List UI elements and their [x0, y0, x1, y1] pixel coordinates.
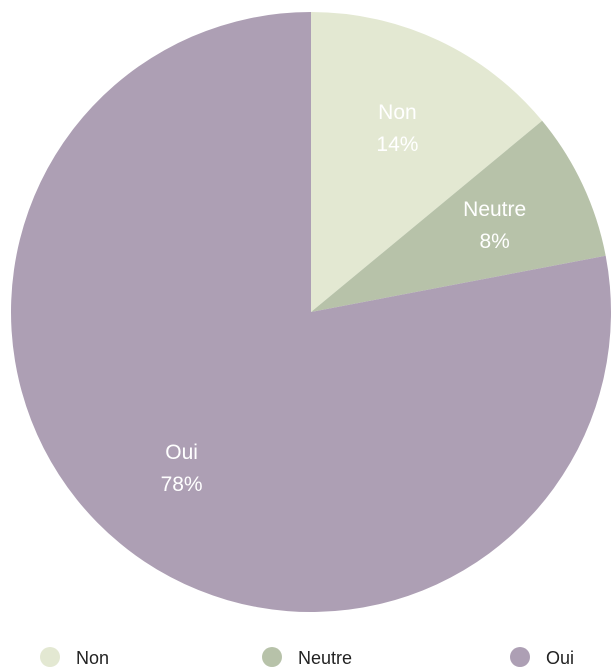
legend-marker: [510, 647, 530, 667]
pie-slice: [10, 12, 611, 612]
slice-label: Non: [378, 101, 417, 124]
legend-marker: [40, 647, 60, 667]
slice-label: Neutre: [463, 198, 526, 221]
slice-label: Oui: [165, 441, 198, 464]
slice-value: 14%: [376, 133, 418, 156]
legend-label: Oui: [546, 648, 574, 667]
legend-label: Neutre: [298, 648, 352, 667]
slice-value: 78%: [161, 473, 203, 496]
pie-slice: [311, 12, 543, 312]
pie-slice: [311, 120, 606, 313]
slice-value: 8%: [480, 230, 510, 253]
legend-marker: [262, 647, 282, 667]
legend-label: Non: [76, 648, 109, 667]
